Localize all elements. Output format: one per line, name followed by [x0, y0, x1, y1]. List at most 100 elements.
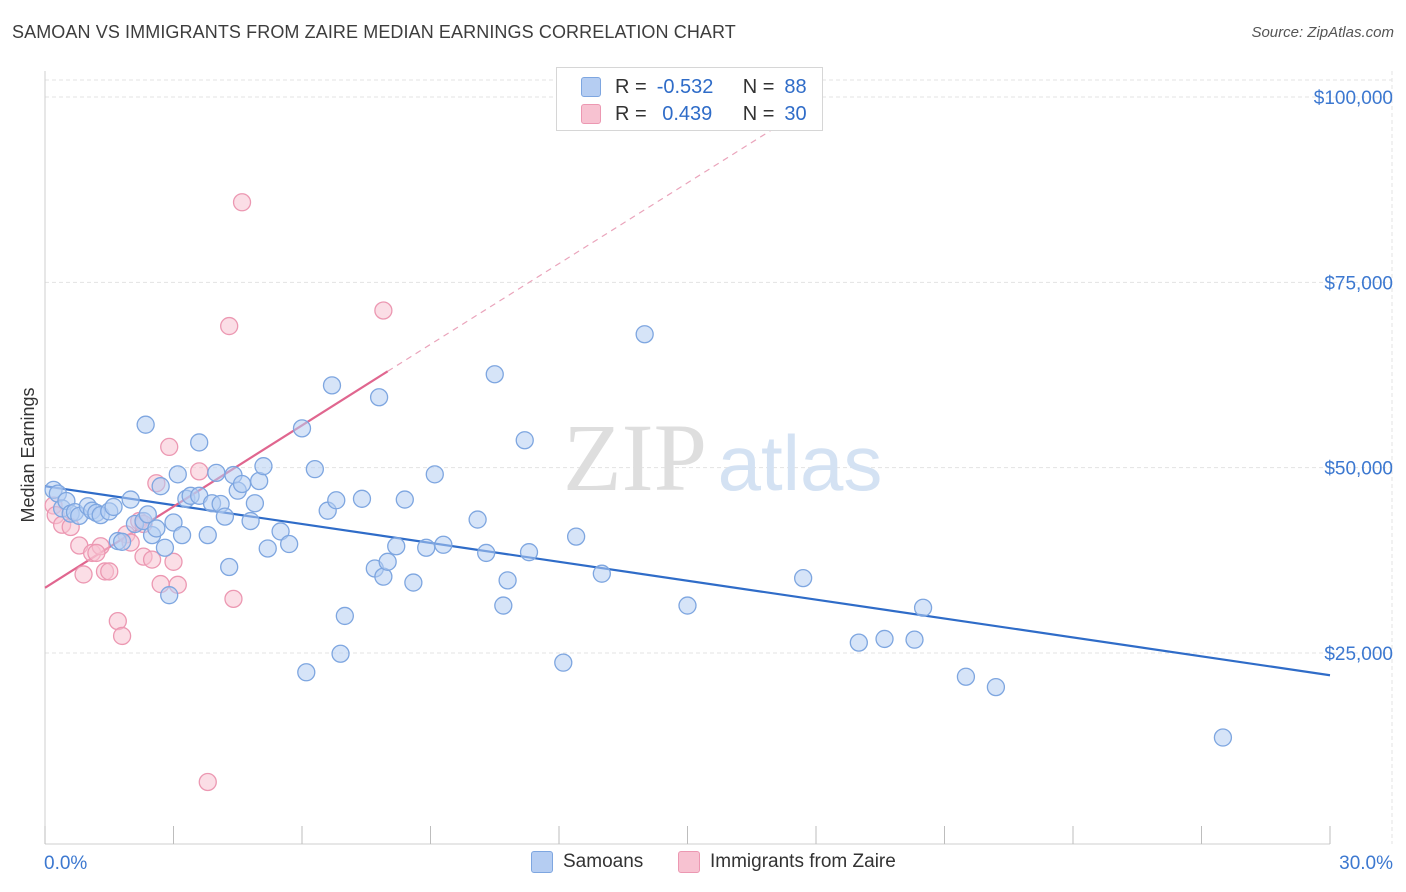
samoans-point — [404, 573, 423, 592]
samoans-point — [322, 376, 342, 395]
samoans-point — [494, 596, 513, 615]
samoans-point — [232, 474, 252, 494]
watermark: ZIP atlas — [563, 404, 882, 511]
samoans-point — [395, 490, 414, 509]
blue-swatch — [581, 77, 601, 97]
samoans-point — [254, 457, 273, 476]
zaire-point — [100, 562, 119, 581]
samoans-point — [104, 497, 123, 517]
samoans-point — [297, 663, 316, 682]
n-label: N = — [742, 102, 775, 125]
samoans-point — [305, 459, 325, 479]
zaire-point — [190, 462, 209, 481]
watermark-zip: ZIP — [563, 404, 707, 511]
n-value: 88 — [784, 75, 807, 98]
zaire-point — [232, 193, 252, 212]
samoans-point — [515, 431, 534, 450]
chart-source: Source: ZipAtlas.com — [1251, 24, 1394, 41]
samoans-point — [519, 543, 539, 562]
r-value: 0.439 — [656, 102, 713, 125]
y-tick-label: $50,000 — [1324, 459, 1393, 480]
samoans-point — [387, 537, 406, 556]
zaire-point — [164, 552, 183, 571]
zaire-point — [224, 589, 243, 609]
samoans-point — [164, 513, 183, 532]
samoans-point — [155, 538, 175, 557]
samoans-point — [271, 522, 290, 541]
samoans-point — [425, 465, 444, 484]
r-label: R = — [615, 75, 647, 98]
samoans-point — [635, 325, 654, 344]
legend-item-zaire: Immigrants from Zaire — [678, 851, 896, 873]
samoans-point — [138, 505, 157, 524]
samoans-point — [147, 519, 166, 538]
samoans-point — [258, 539, 277, 558]
samoans-point — [121, 490, 140, 509]
samoans-point — [172, 525, 192, 545]
samoans-point — [434, 535, 453, 554]
samoans-point — [956, 667, 976, 686]
samoans-point — [905, 630, 924, 649]
samoans-point — [592, 564, 611, 583]
series-legend: Samoans Immigrants from Zaire — [0, 851, 1406, 879]
y-tick-label: $75,000 — [1324, 273, 1393, 294]
samoans-point — [849, 633, 868, 652]
samoans-point — [554, 653, 573, 672]
n-value: 30 — [784, 102, 807, 125]
zaire-point — [74, 565, 93, 584]
samoans-point — [168, 465, 187, 484]
zaire-point — [142, 550, 162, 569]
samoans-point — [417, 538, 436, 557]
axes — [44, 71, 1331, 845]
zaire-point — [374, 301, 393, 320]
n-label: N = — [742, 75, 775, 98]
samoans-point — [1213, 728, 1233, 747]
samoans-point — [566, 527, 586, 546]
y-tick-label: $25,000 — [1324, 644, 1393, 665]
x-tick-label-max: 30.0% — [1339, 853, 1393, 874]
samoans-point — [498, 571, 517, 590]
x-tick-label-min: 0.0% — [44, 853, 87, 874]
samoans-point — [875, 629, 894, 649]
samoans-point — [112, 532, 132, 551]
samoans-point — [794, 568, 813, 588]
pink-swatch — [678, 851, 700, 873]
samoans-point — [190, 433, 209, 452]
samoans-point — [477, 543, 496, 563]
chart-title: SAMOAN VS IMMIGRANTS FROM ZAIRE MEDIAN E… — [12, 22, 736, 42]
zaire-point — [112, 626, 132, 646]
zaire-point — [87, 543, 106, 563]
samoans-point — [331, 644, 350, 663]
samoans-point — [352, 489, 372, 508]
legend-row-samoans: R = -0.532 N = 88 — [581, 74, 807, 100]
samoans-point — [160, 586, 179, 605]
samoans-point — [913, 598, 933, 617]
y-axis-label: Median Earnings — [18, 387, 38, 522]
zaire-point — [220, 316, 239, 336]
samoans-point — [369, 388, 389, 407]
samoans-trend-line — [44, 485, 1331, 677]
data-points — [44, 193, 1233, 792]
samoans-point — [485, 365, 504, 384]
samoans-point — [241, 511, 260, 531]
samoans-point — [678, 596, 697, 615]
pink-swatch — [581, 104, 601, 124]
samoans-point — [327, 491, 346, 510]
y-tick-label: $100,000 — [1314, 88, 1393, 109]
samoans-point — [279, 534, 299, 554]
zaire-point — [160, 437, 179, 457]
r-value: -0.532 — [656, 75, 714, 98]
samoans-point — [378, 552, 397, 571]
legend-label-samoans: Samoans — [563, 851, 644, 872]
samoans-point — [220, 557, 239, 577]
samoans-point — [151, 477, 170, 496]
samoans-point — [292, 419, 312, 438]
zaire-point — [198, 772, 217, 792]
samoans-point — [207, 463, 226, 483]
legend-row-zaire: R = 0.439 N = 30 — [581, 101, 807, 127]
zaire-trend-extension — [387, 115, 795, 372]
samoans-point — [468, 510, 487, 529]
samoans-point — [215, 507, 235, 526]
samoans-point — [245, 494, 265, 513]
